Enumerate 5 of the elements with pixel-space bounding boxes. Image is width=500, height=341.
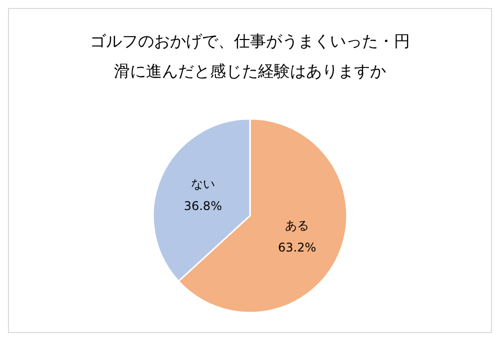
data-label: 63.2% (278, 240, 316, 254)
slice-label: ない (190, 176, 215, 191)
data-label: 36.8% (184, 198, 222, 213)
slice-label: ある (285, 218, 310, 232)
chart-title: ゴルフのおかげで、仕事がうまくいった・円滑に進んだと感じた経験はありますか (90, 32, 410, 80)
